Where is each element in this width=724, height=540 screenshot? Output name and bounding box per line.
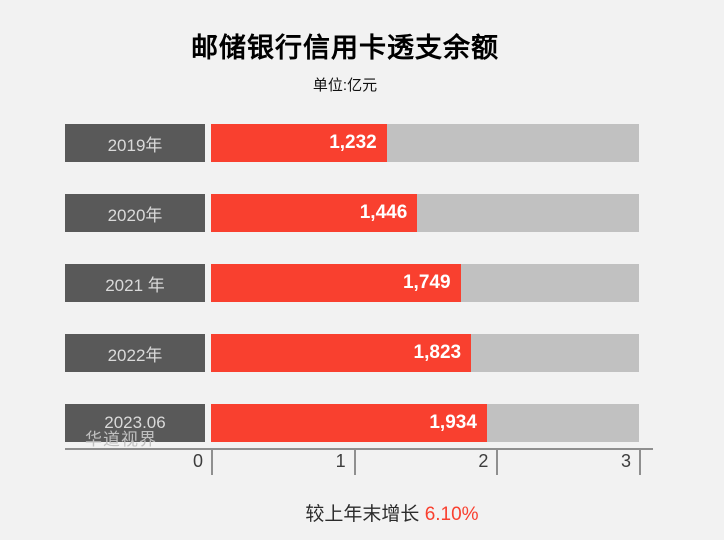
bar-value-label: 1,749 [402,272,451,293]
bar-track: 1,232 [211,124,639,162]
x-axis-tick [639,448,641,475]
category-label-2019: 2019年 [65,124,205,162]
bar-2020: 1,446 [211,194,418,232]
x-axis-tick [211,448,213,475]
bar-value-label: 1,232 [329,132,377,153]
bar-value-label: 1,446 [359,202,408,223]
category-label-2020: 2020年 [65,194,205,232]
bar-2023-06: 1,934 [211,404,487,442]
x-axis-tick-label: 3 [620,451,631,471]
bar-row: 2019年 1,232 [0,124,724,162]
category-label-2021: 2021 年 [65,264,205,302]
bar-row: 2023.06 1,934 [0,404,724,442]
x-axis-tick [496,448,499,475]
category-label-2023-06: 2023.06 [65,404,205,442]
bar-2019: 1,232 [211,124,387,162]
bar-2022: 1,823 [211,334,472,372]
chart-title: 邮储银行信用卡透支余额 [191,33,499,63]
bar-row: 2021 年 1,749 [0,264,724,302]
x-axis: 0 1 2 3 [193,448,641,478]
x-axis-tick-label: 1 [335,451,346,471]
growth-note-prefix: 较上年末增长 [305,504,425,525]
bar-value-label: 1,934 [429,412,477,433]
bar-track: 1,823 [211,334,639,372]
bar-row: 2020年 1,446 [0,194,724,232]
x-axis-tick [353,448,356,475]
chart-unit-subtitle: 单位:亿元 [312,77,378,94]
growth-note-percent: 6.10% [424,504,479,525]
bar-track: 1,934 [211,404,639,442]
bar-row: 2022年 1,823 [0,334,724,372]
x-axis-line [65,448,653,450]
x-axis-tick-label: 2 [478,451,489,471]
x-axis-tick-label: 0 [192,451,203,471]
growth-note: 较上年末增长 6.10% [305,499,478,526]
category-label-2022: 2022年 [65,334,205,372]
bar-track: 1,446 [211,194,639,232]
bar-track: 1,749 [211,264,639,302]
watermark: 华道视界 [85,430,157,449]
bar-value-label: 1,823 [413,342,462,363]
bar-2021: 1,749 [211,264,461,302]
